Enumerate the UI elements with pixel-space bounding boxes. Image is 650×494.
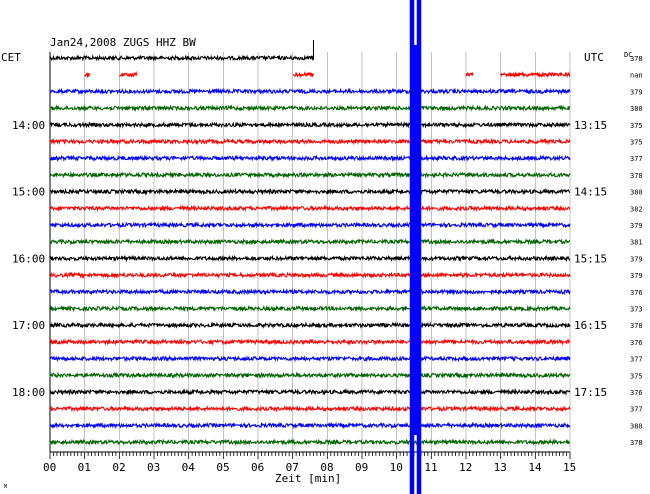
x-tick-label: 11 — [424, 461, 437, 474]
trace-row — [49, 438, 571, 446]
x-tick-label: 03 — [147, 461, 160, 474]
trace-row — [49, 171, 571, 179]
dc-value: 380 — [630, 422, 643, 430]
trace-segment — [500, 71, 571, 79]
dc-value: 375 — [630, 139, 643, 147]
label-group: 00 01 02 03 04 05 06 07 08 09 10 11 12 13 14 15 14:00 15:… — [12, 55, 643, 474]
grid — [49, 52, 571, 459]
x-tick-label: 10 — [390, 461, 403, 474]
x-tick-label: 04 — [182, 461, 196, 474]
trace-row — [49, 404, 571, 413]
utc-time-label: 16:15 — [574, 319, 607, 332]
trace-row — [49, 137, 571, 146]
dc-value: 377 — [630, 406, 643, 414]
trace-row — [49, 221, 571, 229]
corner-mark: M — [4, 484, 7, 490]
event-band-right — [416, 0, 422, 494]
trace-row — [49, 288, 571, 296]
dc-header: DC — [624, 51, 632, 59]
chart-title: Jan24,2008 ZUGS HHZ BW — [50, 36, 196, 49]
cet-hour-label: 18:00 — [12, 386, 45, 399]
dc-value: 381 — [630, 239, 643, 247]
dc-value: 377 — [630, 155, 643, 163]
dc-value: 379 — [630, 222, 643, 230]
trace-row — [49, 154, 571, 163]
trace-row — [49, 321, 571, 330]
utc-axis-label: UTC — [584, 51, 604, 64]
trace-row — [49, 388, 571, 396]
trace-row — [49, 421, 571, 430]
x-tick-label: 07 — [286, 461, 299, 474]
trace-row — [49, 120, 571, 129]
event-band-core — [412, 45, 419, 435]
cet-hour-label: 17:00 — [12, 319, 45, 332]
x-tick-label: 08 — [320, 461, 333, 474]
x-axis-title: Zeit [min] — [275, 472, 341, 485]
trace-row — [49, 338, 571, 346]
utc-time-label: 13:15 — [574, 119, 607, 132]
trace-row — [49, 354, 571, 363]
dc-value: 376 — [630, 339, 643, 347]
event-band-left — [409, 0, 415, 494]
x-tick-label: 13 — [494, 461, 507, 474]
x-tick-label: 01 — [78, 461, 91, 474]
dc-value: 376 — [630, 289, 643, 297]
trace-segment — [465, 71, 474, 77]
trace-group — [49, 40, 571, 446]
x-tick-label: 02 — [112, 461, 125, 474]
trace-row — [49, 237, 571, 246]
x-tick-label: 12 — [459, 461, 472, 474]
trace-row — [49, 87, 571, 96]
event-band — [409, 0, 422, 494]
trace-segment — [292, 71, 315, 79]
cet-axis-label: CET — [1, 51, 21, 64]
dc-value: 378 — [630, 55, 643, 63]
dc-value: 375 — [630, 122, 643, 130]
x-tick-label: 06 — [251, 461, 264, 474]
trace-row — [49, 371, 571, 380]
x-tick-label: 14 — [528, 461, 542, 474]
utc-time-label: 14:15 — [574, 186, 607, 199]
dc-value: 378 — [630, 439, 643, 447]
dc-value: 382 — [630, 205, 643, 213]
trace-row — [49, 187, 571, 196]
trace-segment — [84, 72, 90, 79]
x-tick-label: 09 — [355, 461, 368, 474]
trace-row — [49, 104, 571, 112]
cet-hour-label: 16:00 — [12, 252, 45, 265]
dc-value: 376 — [630, 389, 643, 397]
cet-hour-label: 14:00 — [12, 119, 45, 132]
dc-value: 373 — [630, 306, 643, 314]
dc-value: 378 — [630, 172, 643, 180]
dc-value: 380 — [630, 105, 643, 113]
dc-value: 380 — [630, 189, 643, 197]
trace-row — [49, 271, 571, 280]
x-tick-label: 05 — [216, 461, 229, 474]
dc-value: 375 — [630, 372, 643, 380]
x-tick-label: 00 — [43, 461, 56, 474]
trace-row — [49, 254, 571, 263]
x-tick-label: 15 — [563, 461, 576, 474]
trace-row — [49, 54, 315, 62]
dc-value: nan — [630, 72, 643, 80]
utc-time-label: 15:15 — [574, 252, 607, 265]
trace-segment — [118, 70, 138, 78]
cet-hour-label: 15:00 — [12, 186, 45, 199]
trace-row — [49, 304, 571, 313]
dc-value: 379 — [630, 255, 643, 263]
dc-value: 378 — [630, 322, 643, 330]
dc-value: 379 — [630, 88, 643, 96]
utc-time-label: 17:15 — [574, 386, 607, 399]
trace-row — [49, 204, 571, 213]
dc-value: 379 — [630, 272, 643, 280]
dc-value: 377 — [630, 356, 643, 364]
